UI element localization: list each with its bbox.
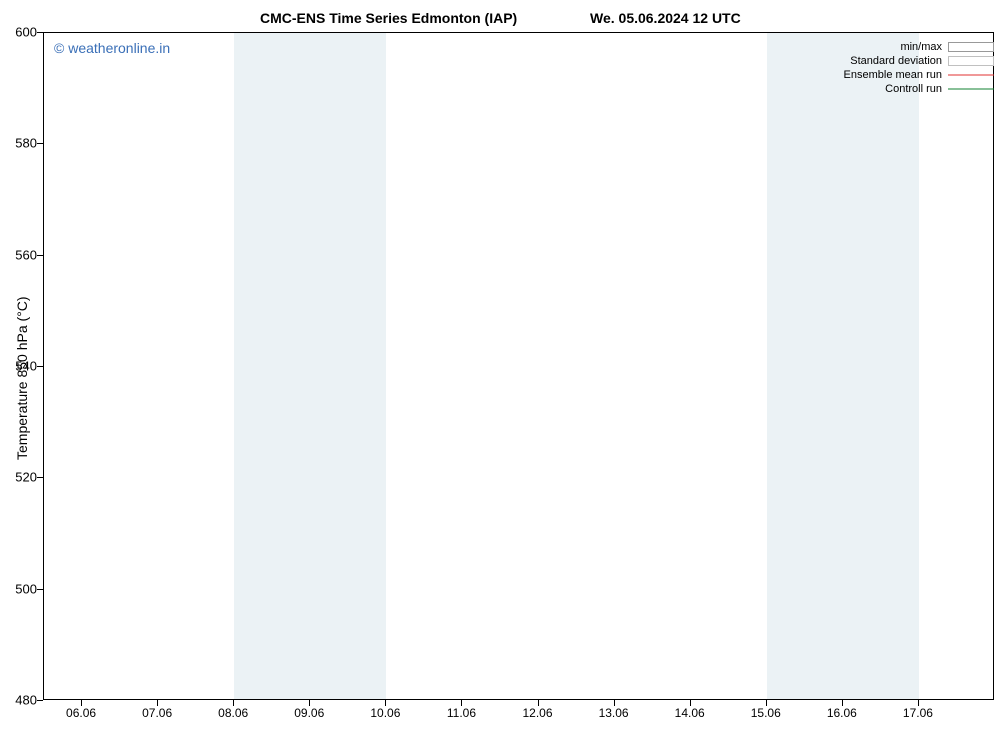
x-tick-mark [233, 700, 234, 706]
legend-item: Standard deviation [844, 54, 994, 68]
y-tick-mark [37, 589, 43, 590]
y-tick-mark [37, 143, 43, 144]
y-tick-label: 540 [1, 359, 37, 374]
legend-swatch [948, 55, 994, 67]
y-tick-label: 560 [1, 247, 37, 262]
x-tick-mark [81, 700, 82, 706]
legend-label: Ensemble mean run [844, 68, 942, 82]
weekend-band [767, 33, 919, 699]
x-tick-label: 17.06 [903, 706, 933, 720]
x-tick-mark [614, 700, 615, 706]
x-tick-label: 15.06 [751, 706, 781, 720]
y-tick-mark [37, 366, 43, 367]
x-tick-label: 08.06 [218, 706, 248, 720]
y-tick-mark [37, 477, 43, 478]
x-tick-label: 13.06 [599, 706, 629, 720]
x-tick-label: 11.06 [447, 706, 476, 720]
legend-swatch [948, 83, 994, 95]
legend-label: Standard deviation [850, 54, 942, 68]
watermark-text: © weatheronline.in [54, 40, 170, 56]
weekend-band [234, 33, 386, 699]
y-axis-label: Temperature 850 hPa (°C) [14, 296, 30, 460]
legend-label: min/max [900, 40, 942, 54]
x-tick-label: 12.06 [523, 706, 553, 720]
x-tick-mark [385, 700, 386, 706]
legend-item: Ensemble mean run [844, 68, 994, 82]
y-tick-label: 580 [1, 136, 37, 151]
y-tick-mark [37, 32, 43, 33]
temperature-chart: CMC-ENS Time Series Edmonton (IAP) We. 0… [0, 0, 1000, 733]
legend-swatch [948, 41, 994, 53]
x-tick-mark [157, 700, 158, 706]
y-tick-label: 600 [1, 25, 37, 40]
chart-legend: min/maxStandard deviationEnsemble mean r… [844, 40, 994, 96]
y-tick-label: 480 [1, 693, 37, 708]
x-tick-label: 09.06 [294, 706, 324, 720]
y-tick-mark [37, 255, 43, 256]
y-tick-label: 520 [1, 470, 37, 485]
chart-title-right: We. 05.06.2024 12 UTC [590, 10, 741, 26]
legend-label: Controll run [885, 82, 942, 96]
plot-area [43, 32, 994, 700]
y-tick-mark [37, 700, 43, 701]
chart-title-left: CMC-ENS Time Series Edmonton (IAP) [260, 10, 517, 26]
x-tick-label: 16.06 [827, 706, 857, 720]
x-tick-label: 07.06 [142, 706, 172, 720]
x-tick-mark [766, 700, 767, 706]
y-tick-label: 500 [1, 581, 37, 596]
legend-item: Controll run [844, 82, 994, 96]
x-tick-mark [918, 700, 919, 706]
x-tick-mark [690, 700, 691, 706]
x-tick-label: 06.06 [66, 706, 96, 720]
x-tick-mark [538, 700, 539, 706]
x-tick-mark [461, 700, 462, 706]
x-tick-mark [842, 700, 843, 706]
legend-item: min/max [844, 40, 994, 54]
x-tick-label: 14.06 [675, 706, 705, 720]
x-tick-label: 10.06 [370, 706, 400, 720]
legend-swatch [948, 69, 994, 81]
x-tick-mark [309, 700, 310, 706]
